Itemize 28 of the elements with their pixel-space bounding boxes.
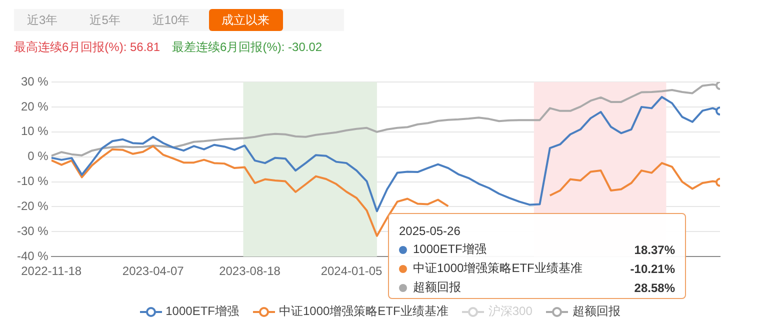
text: 近10年 [151,12,191,29]
annotation: 18.37% [634,242,675,256]
y-tick-label: 0 % [28,149,49,164]
text: 最高连续6月回报(%): 56.81 [14,40,160,54]
y-tick-label: -30 % [16,224,49,238]
legend-label: 1000ETF增强 [413,241,488,258]
text: 中证1000增强策略ETF业绩基准 [278,304,448,318]
text: 成立以来 [208,9,283,31]
y-tick-label: 10 % [20,124,49,138]
text: -10.21% [630,262,675,276]
text: 最差连续6月回报(%): -30.02 [172,40,322,54]
y-tick-label: 20 % [20,99,49,114]
y-tick-label: 30 % [20,74,49,88]
text: 28.58% [634,280,675,294]
x-tick-label: 2023-04-07 [122,264,184,278]
text: 近3年 [26,12,59,29]
annotation: 2025-05-26 [399,222,462,240]
text: 超额回报 [572,304,620,318]
text: 近5年 [88,12,122,29]
y-tick-label: -20 % [16,199,49,214]
legend-label: 超额回报 [413,279,462,296]
x-tick-label: 2022-11-18 [21,264,82,278]
text: 1000ETF增强 [166,304,239,318]
x-tick-label: 2023-08-18 [219,264,281,278]
x-tick-label: 2024-01-05 [320,264,383,278]
legend-label: 中证1000增强策略ETF业绩基准 [413,260,584,277]
y-tick-label: -10 % [16,174,49,188]
y-tick-label: -40 % [16,248,49,263]
